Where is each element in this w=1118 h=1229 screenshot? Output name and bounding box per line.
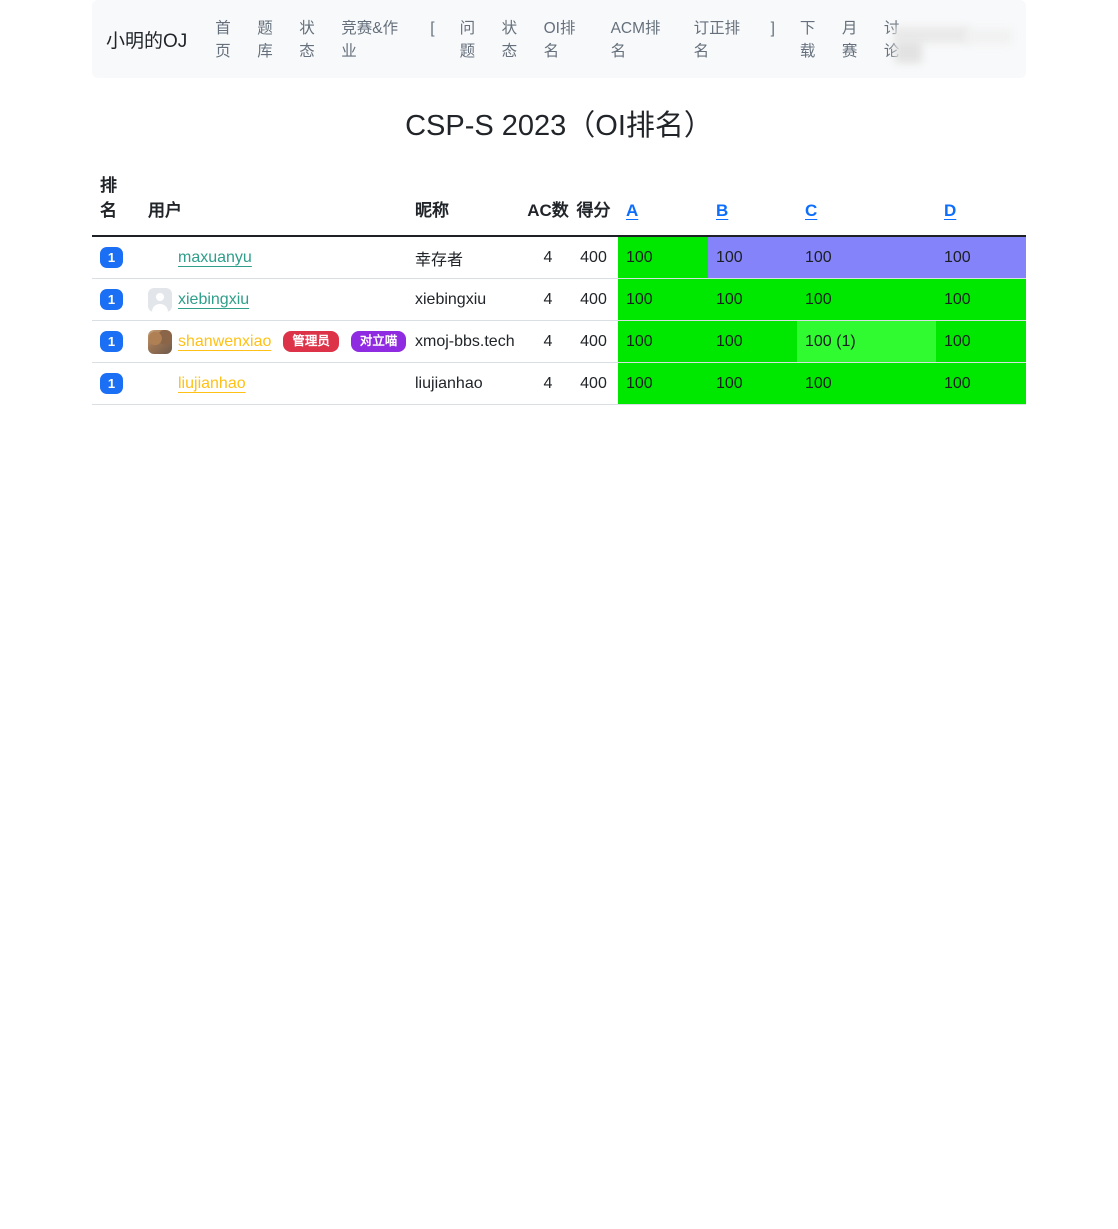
header-nickname: 昵称 <box>407 164 527 238</box>
nav-item-status[interactable]: 状态 <box>299 20 315 60</box>
nav-item-home[interactable]: 首页 <box>215 20 231 60</box>
ac-count-cell: 4 <box>527 278 569 322</box>
rank-cell: 1 <box>92 236 140 280</box>
ac-count-cell: 4 <box>527 236 569 280</box>
header-problem-d: D <box>936 164 1026 238</box>
rank-badge: 1 <box>100 247 123 269</box>
score-cell-d: 100 <box>936 236 1026 280</box>
nav-item-status-2[interactable]: 状态 <box>501 20 518 60</box>
nav-item-oi-rank[interactable]: OI排名 <box>543 20 576 60</box>
score-cell-a: 100 <box>618 362 708 406</box>
header-rank: 排名 <box>92 164 140 238</box>
username-link[interactable]: xiebingxiu <box>178 290 250 308</box>
ac-count-cell: 4 <box>527 362 569 406</box>
problem-d-link[interactable]: D <box>944 200 957 220</box>
problem-b-link[interactable]: B <box>716 200 729 220</box>
blurred-text-block <box>895 41 922 63</box>
rank-badge: 1 <box>100 289 123 311</box>
username-link[interactable]: shanwenxiao <box>178 332 272 350</box>
score-cell-b: 100 <box>708 362 797 406</box>
nav-list: 首页 题库 状态 竞赛&作业 [ 问题 状态 OI排名 ACM排名 订正排名 ]… <box>215 15 901 63</box>
user-cell: liujianhao <box>140 362 407 406</box>
nav-item-download[interactable]: 下载 <box>799 20 816 60</box>
user-cell: xiebingxiu <box>140 278 407 322</box>
header-user: 用户 <box>140 164 407 238</box>
score-cell-a: 100 <box>618 278 708 322</box>
score-cell-a: 100 <box>618 236 708 280</box>
default-avatar-person-icon <box>148 287 172 312</box>
score-cell-c: 100 (1) <box>797 320 936 364</box>
table-row: 1 maxuanyu 幸存者 4 400 100 100 100 100 <box>92 236 1026 280</box>
site-brand[interactable]: 小明的OJ <box>106 30 188 52</box>
score-cell-d: 100 <box>936 278 1026 322</box>
nav-bracket-open: [ <box>430 20 435 37</box>
nav-bracket-close: ] <box>770 20 775 37</box>
blurred-user-info <box>868 0 1018 78</box>
nav-item-contests[interactable]: 竞赛&作业 <box>341 20 399 60</box>
nav-item-problems[interactable]: 问题 <box>459 20 476 60</box>
username-link[interactable]: liujianhao <box>178 374 246 392</box>
ac-count-cell: 4 <box>527 320 569 364</box>
score-cell-a: 100 <box>618 320 708 364</box>
avatar-empty <box>148 246 172 270</box>
blurred-text-block <box>894 27 970 43</box>
score-cell-b: 100 <box>708 320 797 364</box>
score-cell-c: 100 <box>797 278 936 322</box>
nav-item-monthly[interactable]: 月赛 <box>841 20 858 60</box>
username-link[interactable]: maxuanyu <box>178 248 252 266</box>
nav-item-problemset[interactable]: 题库 <box>257 20 273 60</box>
page-container: 小明的OJ 首页 题库 状态 竞赛&作业 [ 问题 状态 OI排名 ACM排名 … <box>92 0 1026 406</box>
blurred-text-block <box>966 29 1012 44</box>
admin-badge: 管理员 <box>283 331 339 353</box>
header-ac-count: AC数 <box>527 164 569 238</box>
score-cell-b: 100 <box>708 278 797 322</box>
table-row: 1 liujianhao liujianhao 4 400 100 100 10… <box>92 362 1026 406</box>
table-row: 1 xiebingxiu xiebingxiu 4 400 100 100 10… <box>92 278 1026 322</box>
table-row: 1 shanwenxiao 管理员 对立喵 xmoj-bbs.tech 4 40… <box>92 320 1026 364</box>
score-cell-c: 100 <box>797 362 936 406</box>
nickname-cell: xiebingxiu <box>407 278 527 322</box>
score-cell-total: 400 <box>569 362 618 406</box>
nav-item-acm-rank[interactable]: ACM排名 <box>610 20 661 60</box>
header-problem-a: A <box>618 164 708 238</box>
rank-cell: 1 <box>92 362 140 406</box>
navbar: 小明的OJ 首页 题库 状态 竞赛&作业 [ 问题 状态 OI排名 ACM排名 … <box>92 0 1026 78</box>
table-header-row: 排名 用户 昵称 AC数 得分 A B C D <box>92 164 1026 238</box>
page-title: CSP-S 2023（OI排名） <box>405 110 713 142</box>
header-problem-b: B <box>708 164 797 238</box>
score-cell-total: 400 <box>569 278 618 322</box>
ranking-table: 排名 用户 昵称 AC数 得分 A B C D 1 maxua <box>92 164 1026 406</box>
nickname-cell: xmoj-bbs.tech <box>407 320 527 364</box>
nickname-cell: liujianhao <box>407 362 527 406</box>
score-cell-d: 100 <box>936 362 1026 406</box>
nav-item-fix-rank[interactable]: 订正排名 <box>693 20 741 60</box>
tag-badge: 对立喵 <box>350 331 407 353</box>
score-cell-total: 400 <box>569 320 618 364</box>
user-cell: shanwenxiao 管理员 对立喵 <box>140 320 407 364</box>
rank-cell: 1 <box>92 320 140 364</box>
header-problem-c: C <box>797 164 936 238</box>
header-score: 得分 <box>569 164 618 238</box>
avatar-empty <box>148 372 172 396</box>
problem-c-link[interactable]: C <box>805 200 818 220</box>
score-cell-total: 400 <box>569 236 618 280</box>
score-cell-c: 100 <box>797 236 936 280</box>
rank-badge: 1 <box>100 331 123 353</box>
rank-cell: 1 <box>92 278 140 322</box>
problem-a-link[interactable]: A <box>626 200 639 220</box>
rank-badge: 1 <box>100 373 123 395</box>
user-cell: maxuanyu <box>140 236 407 280</box>
nickname-cell: 幸存者 <box>407 236 527 280</box>
score-cell-d: 100 <box>936 320 1026 364</box>
user-avatar <box>148 329 172 354</box>
score-cell-b: 100 <box>708 236 797 280</box>
